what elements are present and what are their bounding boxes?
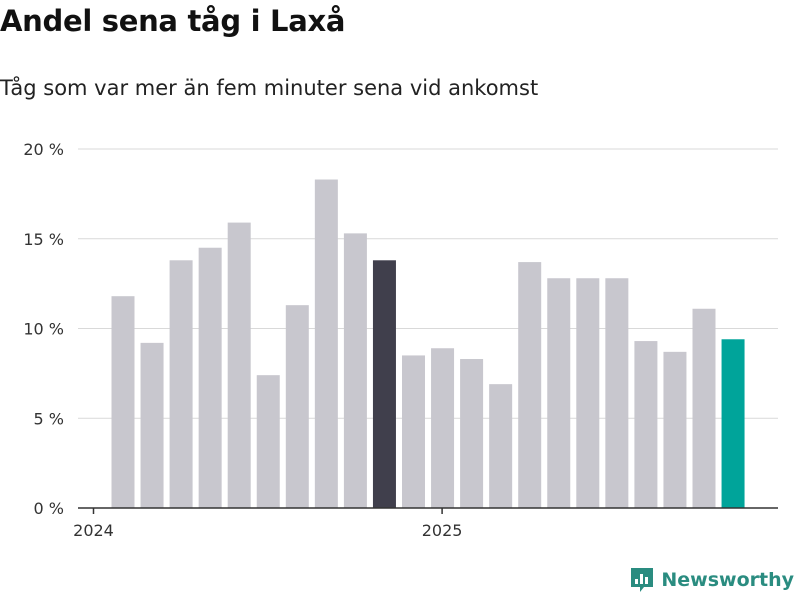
newsworthy-logo-icon xyxy=(631,568,654,592)
bar xyxy=(547,278,571,508)
bar xyxy=(721,339,745,508)
bar xyxy=(314,179,338,508)
bar xyxy=(576,278,600,508)
y-tick-label: 5 % xyxy=(34,409,64,428)
bar xyxy=(402,355,425,508)
bar xyxy=(692,308,716,508)
bar xyxy=(489,384,513,508)
bar xyxy=(518,262,542,508)
x-tick-label: 2024 xyxy=(73,521,114,540)
chart-title: Andel sena tåg i Laxå xyxy=(0,4,346,38)
chart-subtitle: Tåg som var mer än fem minuter sena vid … xyxy=(0,76,539,100)
bar xyxy=(605,278,629,508)
y-tick-label: 20 % xyxy=(23,140,64,159)
bar xyxy=(663,351,687,508)
brand-logo: Newsworthy xyxy=(629,566,794,594)
bar xyxy=(169,260,193,508)
bar xyxy=(227,222,251,508)
bar xyxy=(372,260,396,508)
brand-name: Newsworthy xyxy=(661,569,794,591)
bar xyxy=(285,305,309,508)
bar xyxy=(256,375,280,508)
bar xyxy=(343,233,367,509)
x-tick-label: 2025 xyxy=(422,521,463,540)
bar xyxy=(460,359,484,508)
bar xyxy=(140,342,164,508)
y-tick-label: 15 % xyxy=(23,230,64,249)
bar xyxy=(111,296,135,508)
y-tick-label: 10 % xyxy=(23,320,64,339)
bar xyxy=(198,247,222,508)
bar xyxy=(634,341,658,508)
bar xyxy=(431,348,455,508)
y-tick-label: 0 % xyxy=(34,499,64,518)
